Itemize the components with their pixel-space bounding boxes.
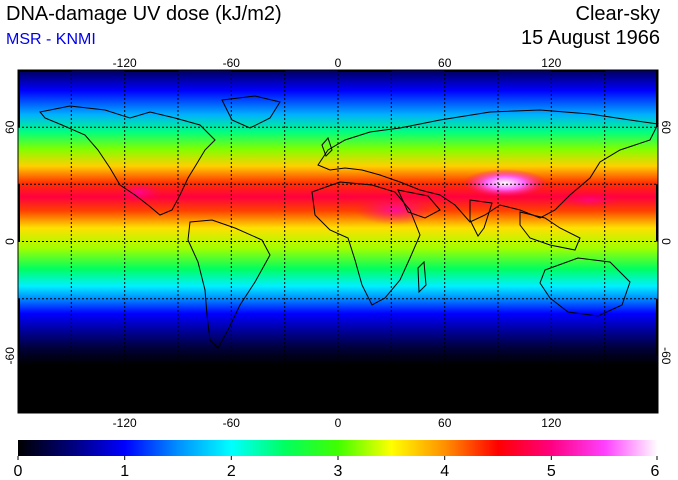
coast-british-isles bbox=[321, 137, 333, 157]
hotspot-pacific bbox=[560, 192, 620, 208]
colorbar-label: 6 bbox=[651, 463, 660, 480]
date-label: 15 August 1966 bbox=[520, 27, 660, 49]
coast-africa bbox=[311, 181, 421, 306]
colorbar bbox=[18, 440, 658, 456]
lon-label: 60 bbox=[438, 416, 452, 430]
lat-labels-right: 60 0 -60 bbox=[659, 121, 673, 365]
coast-greenland bbox=[221, 95, 281, 129]
coastlines bbox=[39, 95, 659, 349]
coast-southeast-asia bbox=[519, 211, 581, 251]
map-title: DNA-damage UV dose (kJ/m2) bbox=[6, 3, 282, 25]
lat-label: 0 bbox=[3, 238, 17, 245]
coast-arabia bbox=[397, 189, 441, 219]
hotspot-mexico bbox=[118, 182, 162, 202]
coast-north-america bbox=[39, 105, 216, 216]
hotspot-tibet bbox=[463, 169, 547, 197]
colorbar-ticks bbox=[17, 456, 658, 460]
frame-marks bbox=[18, 70, 658, 413]
coast-madagascar bbox=[417, 260, 427, 294]
lon-label: -120 bbox=[113, 56, 137, 70]
lon-label: -60 bbox=[223, 416, 241, 430]
colorbar-label: 0 bbox=[14, 463, 23, 480]
coast-south-america bbox=[187, 219, 271, 349]
sky-condition-label: Clear-sky bbox=[575, 3, 660, 25]
lat-label: 60 bbox=[3, 120, 17, 134]
lon-labels-bottom: -120 -60 0 60 120 bbox=[113, 416, 562, 430]
colorbar-labels: 0 1 2 3 4 5 6 bbox=[14, 463, 660, 480]
coast-india bbox=[469, 199, 493, 237]
colorbar-label: 3 bbox=[334, 463, 343, 480]
colorbar-label: 5 bbox=[547, 463, 556, 480]
lat-label: 0 bbox=[659, 238, 673, 245]
coast-australia bbox=[539, 257, 631, 317]
colorbar-label: 2 bbox=[227, 463, 236, 480]
lat-label: -60 bbox=[659, 347, 673, 365]
lat-label: -60 bbox=[3, 347, 17, 365]
lon-labels-top: -120 -60 0 60 120 bbox=[113, 56, 562, 70]
lon-label: 120 bbox=[541, 416, 561, 430]
graticule bbox=[18, 70, 658, 413]
lat-labels-left: 60 0 -60 bbox=[3, 120, 17, 364]
source-label: MSR - KNMI bbox=[6, 31, 96, 48]
coast-europe-asia bbox=[317, 109, 659, 223]
lat-label: 60 bbox=[659, 121, 673, 135]
colorbar-label: 1 bbox=[120, 463, 129, 480]
lon-label: 60 bbox=[438, 56, 452, 70]
lon-label: -120 bbox=[113, 416, 137, 430]
lon-label: 0 bbox=[335, 56, 342, 70]
lon-label: -60 bbox=[223, 56, 241, 70]
lon-label: 120 bbox=[541, 56, 561, 70]
lon-label: 0 bbox=[335, 416, 342, 430]
map-frame bbox=[17, 69, 659, 414]
hotspot-sahara bbox=[355, 195, 435, 225]
colorbar-label: 4 bbox=[440, 463, 449, 480]
